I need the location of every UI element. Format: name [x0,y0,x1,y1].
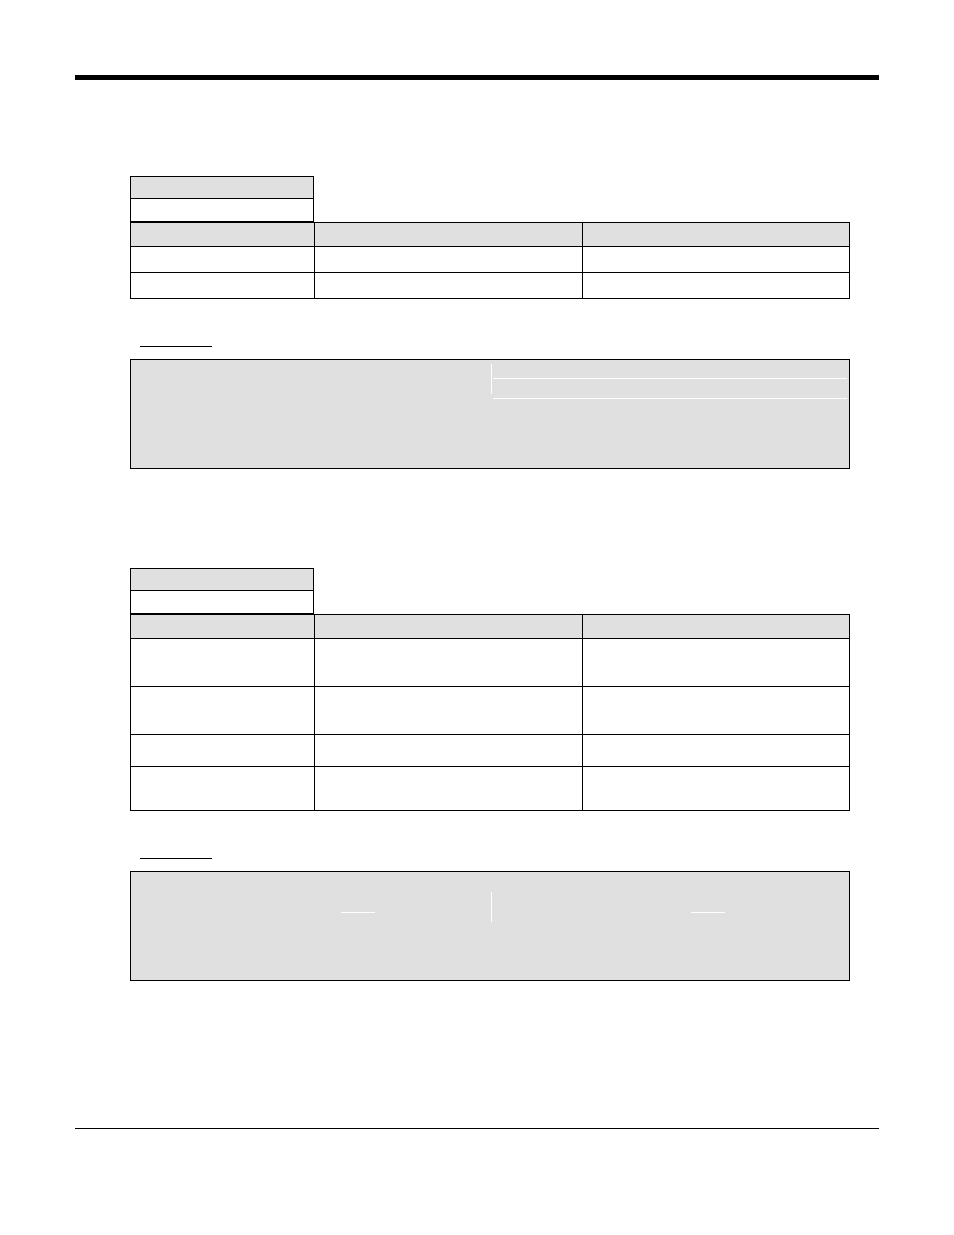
ex1-hline-2 [493,398,847,399]
table-2-r4-a [131,766,315,810]
example-panel-2 [130,871,850,981]
footer-rule [75,1128,879,1129]
example-label-2 [140,845,212,859]
table-1-hdr-b [315,222,583,246]
smallbox-1-body [131,199,313,221]
table-1-r1-a [131,246,315,272]
table-1 [130,222,850,299]
table-2-r3-b [315,734,583,766]
ex2-vsep [491,892,492,922]
table-1-header [131,222,849,246]
example-panel-1 [130,359,850,469]
table-2-r4-c [583,766,850,810]
table-2-r2-c [583,686,850,734]
table-2-r1-c [583,638,850,686]
smallbox-2-header [131,569,313,591]
smallbox-2 [130,568,314,614]
table-2-r1-a [131,638,315,686]
table-1-r2-a [131,272,315,298]
table-1-r2-c [583,272,850,298]
table-2-hdr-b [315,614,583,638]
example-label-1 [140,333,212,347]
table-2-r3-c [583,734,850,766]
table-2 [130,614,850,811]
table-2-r1-b [315,638,583,686]
table-2-r2-b [315,686,583,734]
table-1-r1-b [315,246,583,272]
table-2-r2-a [131,686,315,734]
table-1-r1-c [583,246,850,272]
ex2-dash-1 [341,912,375,913]
smallbox-2-body [131,591,313,613]
table-2-row-3 [131,734,849,766]
table-2-hdr-c [583,614,850,638]
table-2-row-2 [131,686,849,734]
table-2-r3-a [131,734,315,766]
ex2-dash-2 [691,912,725,913]
smallbox-1 [130,176,314,222]
smallbox-1-header [131,177,313,199]
table-2-row-4 [131,766,849,810]
table-1-hdr-a [131,222,315,246]
table-1-hdr-c [583,222,850,246]
ex1-hline-1 [493,378,847,379]
top-rule [75,75,879,80]
section-2 [130,568,850,981]
table-1-r2-b [315,272,583,298]
table-2-header [131,614,849,638]
ex1-vsep [491,364,492,394]
table-1-row-1 [131,246,849,272]
table-2-r4-b [315,766,583,810]
table-2-row-1 [131,638,849,686]
section-1 [130,176,850,469]
table-2-hdr-a [131,614,315,638]
table-1-row-2 [131,272,849,298]
